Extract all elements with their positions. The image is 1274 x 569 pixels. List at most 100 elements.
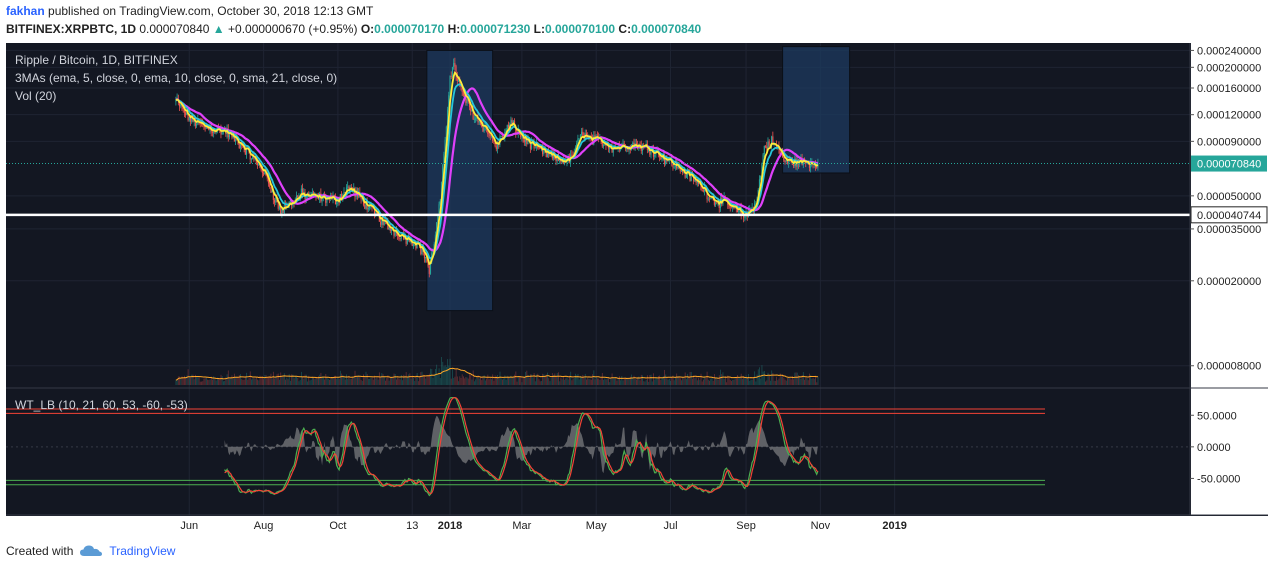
volume-bar [640, 374, 642, 385]
candle-body [270, 187, 272, 193]
candle-body [771, 136, 773, 147]
price-tick-label: 0.000240000 [1197, 45, 1261, 57]
volume-bar [497, 375, 499, 385]
candle-body [713, 197, 715, 205]
volume-bar [439, 377, 441, 385]
candle-body [457, 80, 460, 82]
volume-bar [470, 374, 472, 385]
volume-bar [515, 371, 517, 385]
wt-tick-label: 50.0000 [1197, 410, 1237, 422]
candle-body [578, 138, 580, 140]
volume-bar [460, 377, 462, 385]
volume-bar [657, 375, 659, 385]
volume-bar [394, 373, 396, 385]
volume-bar [760, 378, 762, 385]
candle-body [751, 207, 753, 209]
volume-bar [421, 371, 423, 385]
volume-bar [815, 376, 816, 385]
volume-bar [762, 371, 764, 385]
volume-bar [374, 375, 375, 385]
volume-bar [595, 376, 597, 385]
candle-body [492, 135, 494, 141]
candle-body [696, 181, 698, 183]
volume-bar [203, 378, 205, 385]
chart-panel[interactable]: 0.000240000 0.000200000 0.000160000 0.00012… [0, 40, 1274, 537]
volume-bar [463, 376, 464, 385]
volume-bar [717, 379, 719, 385]
volume-bar [677, 376, 679, 385]
volume-bar [426, 375, 428, 385]
candle-body [761, 163, 763, 177]
volume-bar [582, 374, 584, 385]
volume-bar [807, 380, 809, 385]
ema5-line [175, 71, 819, 266]
volume-bar [555, 376, 557, 385]
volume-bar [387, 375, 389, 385]
volume-bar [210, 376, 212, 385]
candle-body [443, 153, 445, 166]
volume-bar [259, 375, 261, 385]
candle-body [400, 234, 402, 239]
symbol-name: BITFINEX:XRPBTC, 1D [6, 22, 137, 36]
candle-body [334, 198, 337, 205]
volume-bar [292, 374, 294, 385]
volume-bar [637, 377, 639, 385]
candle-body [710, 198, 712, 200]
author-link[interactable]: fakhan [6, 4, 45, 18]
volume-bar [408, 374, 410, 385]
volume-bar [221, 376, 223, 385]
volume-bar [488, 379, 490, 385]
volume-bar [260, 376, 262, 385]
price-tick-label: 0.000008000 [1197, 361, 1261, 373]
candle-body [470, 106, 472, 112]
volume-bar [274, 378, 276, 385]
candle-body [191, 114, 193, 122]
volume-bar [176, 379, 178, 385]
volume-bar [467, 378, 469, 385]
volume-bar [431, 368, 433, 385]
price-axis-background [1191, 43, 1268, 515]
volume-bar [208, 380, 210, 385]
volume-bar [536, 374, 537, 385]
candle-body [632, 142, 634, 146]
volume-bar [297, 377, 299, 385]
candle-body [275, 197, 277, 203]
tradingview-link[interactable]: TradingView [109, 544, 176, 558]
candle-body [571, 154, 573, 156]
volume-bar [644, 381, 646, 385]
volume-bar [415, 375, 417, 385]
candle-body [211, 131, 213, 133]
candle-body [193, 120, 195, 122]
candle-body [387, 222, 389, 230]
candle-body [689, 172, 691, 181]
price-tick-label: 0.000020000 [1197, 276, 1261, 288]
volume-bar [506, 375, 508, 385]
candle-body [479, 121, 482, 125]
volume-bar [361, 380, 363, 385]
volume-bar [530, 374, 531, 385]
volume-bar [527, 375, 529, 385]
volume-bar [459, 376, 461, 385]
volume-bar [632, 377, 634, 385]
candle-body [204, 126, 206, 129]
candle-body [506, 125, 508, 131]
candle-body [665, 158, 667, 164]
volume-bar [703, 379, 704, 385]
candle-body [185, 112, 187, 115]
candle-body [442, 165, 444, 183]
volume-bar [472, 370, 474, 385]
volume-bar [509, 377, 511, 385]
volume-bar [558, 372, 559, 385]
volume-bar [350, 378, 352, 385]
candle-body [523, 139, 525, 143]
volume-bar [810, 375, 812, 385]
candle-body [510, 119, 512, 125]
volume-bar [325, 373, 327, 385]
candle-body [623, 143, 625, 146]
candle-body [633, 142, 635, 147]
candle-body [477, 116, 479, 123]
volume-bar [367, 378, 369, 385]
volume-bar [427, 375, 429, 385]
candle-body [258, 164, 260, 166]
candle-body [728, 204, 730, 207]
